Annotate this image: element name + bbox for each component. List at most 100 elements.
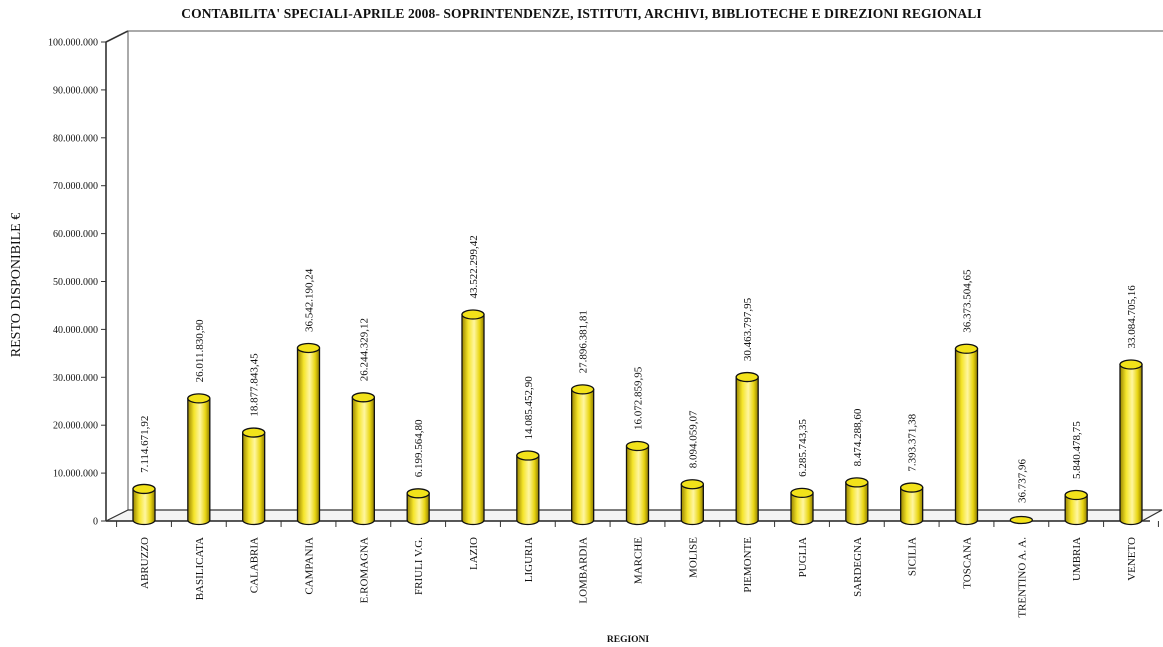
- data-label: 26.011.830,90: [194, 319, 206, 382]
- x-tick-label: ABRUZZO: [139, 537, 151, 589]
- data-label: 6.285.743,35: [797, 419, 809, 477]
- y-axis-line: [105, 30, 129, 521]
- bar-body: [296, 347, 321, 526]
- bar-body: [680, 483, 704, 526]
- y-tick-label: 80.000.000: [53, 133, 98, 144]
- data-label: 5.840.478,75: [1071, 421, 1083, 479]
- y-tick-label: 50.000.000: [53, 277, 98, 288]
- y-tick-label: 0: [93, 517, 98, 528]
- bar: [461, 309, 485, 526]
- bar: [132, 483, 156, 526]
- y-tick-label: 30.000.000: [53, 373, 98, 384]
- data-label: 36.373.504,65: [962, 269, 974, 333]
- bar-top: [1064, 489, 1088, 501]
- bar-body: [242, 431, 266, 526]
- bar-top: [1009, 515, 1033, 525]
- bar-top: [845, 477, 869, 488]
- x-tick-label: VENETO: [1126, 537, 1138, 581]
- x-tick-label: PUGLIA: [797, 537, 809, 577]
- x-tick-label: CALABRIA: [249, 537, 261, 593]
- bar-body: [351, 396, 375, 526]
- data-label: 43.522.299,42: [468, 235, 480, 298]
- bar-body: [406, 492, 430, 526]
- data-label: 36.542.190,24: [304, 268, 316, 332]
- bar: [242, 427, 266, 526]
- x-tick-label: BASILICATA: [194, 537, 206, 600]
- bar: [1064, 489, 1088, 526]
- bar-top: [625, 440, 650, 452]
- bar-top: [132, 483, 156, 495]
- bar-top: [461, 309, 485, 320]
- bar: [571, 384, 595, 526]
- x-tick-label: E.ROMAGNA: [358, 537, 370, 603]
- bar-top: [735, 371, 759, 383]
- data-label: 14.085.452,90: [523, 376, 535, 440]
- bar-top: [351, 392, 375, 403]
- x-tick-label: MOLISE: [687, 537, 699, 578]
- chart-title: CONTABILITA' SPECIALI-APRILE 2008- SOPRI…: [181, 6, 982, 21]
- bar-top: [571, 384, 595, 395]
- bar-top: [187, 393, 211, 404]
- x-tick-label: CAMPANIA: [304, 537, 316, 595]
- bar-top: [680, 479, 704, 490]
- data-label: 16.072.859,95: [633, 366, 645, 430]
- x-tick-label: LAZIO: [468, 537, 480, 570]
- bar-top: [1119, 359, 1143, 370]
- y-tick-label: 70.000.000: [53, 181, 98, 192]
- data-label: 30.463.797,95: [742, 297, 754, 361]
- data-label: 7.393.371,38: [907, 413, 919, 471]
- y-axis: 0 10.000.000 20.000.000 30.000.000 40.000.00…: [48, 38, 106, 528]
- bar-body: [1064, 494, 1088, 526]
- data-label: 18.877.843,45: [249, 353, 261, 417]
- bar-top: [406, 488, 430, 499]
- bar-top: [954, 343, 979, 354]
- bar: [680, 479, 704, 526]
- bar-body: [571, 388, 595, 526]
- bar-top: [900, 482, 924, 493]
- bar-body: [187, 397, 211, 526]
- data-label: 33.084.705,16: [1126, 285, 1138, 349]
- bar: [900, 482, 924, 526]
- bar: [790, 487, 814, 526]
- x-tick-label: UMBRIA: [1071, 537, 1083, 581]
- x-axis: ABRUZZO BASILICATA CALABRIA CAMPANIA E.ROMAG…: [116, 521, 1159, 618]
- bar-body: [954, 348, 979, 526]
- data-label: 7.114.671,92: [139, 416, 151, 473]
- y-tick-label: 10.000.000: [53, 469, 98, 480]
- x-tick-label: LOMBARDIA: [578, 537, 590, 604]
- bar-top: [242, 427, 266, 438]
- x-tick-label: TOSCANA: [962, 537, 974, 589]
- y-tick-label: 60.000.000: [53, 229, 98, 240]
- data-label: 27.896.381,81: [578, 310, 590, 373]
- y-axis-title: RESTO DISPONIBILE €: [9, 213, 24, 357]
- data-label: 8.474.288,60: [852, 408, 864, 466]
- x-tick-label: TRENTINO A. A.: [1016, 537, 1028, 618]
- bar-body: [625, 445, 650, 526]
- bar-top: [296, 342, 321, 354]
- bar: [296, 342, 321, 526]
- x-tick-label: SICILIA: [907, 537, 919, 576]
- y-tick-label: 90.000.000: [53, 85, 98, 96]
- bar-body: [461, 313, 485, 526]
- bar: [351, 392, 375, 526]
- y-tick-label: 20.000.000: [53, 421, 98, 432]
- x-tick-label: FRIULI V.G.: [413, 537, 425, 595]
- bar-body: [735, 376, 759, 526]
- bar-body: [790, 492, 814, 526]
- bar: [845, 477, 869, 526]
- data-label: 26.244.329,12: [358, 318, 370, 381]
- bar-body: [845, 481, 869, 526]
- bar-top: [790, 487, 814, 499]
- x-tick-label: PIEMONTE: [742, 537, 754, 593]
- x-tick-label: LIGURIA: [523, 537, 535, 582]
- x-tick-label: SARDEGNA: [852, 537, 864, 597]
- bar-body: [516, 454, 540, 526]
- bar-top: [516, 450, 540, 461]
- bar: [516, 450, 540, 526]
- bar: [735, 371, 759, 526]
- y-tick-label: 100.000.000: [48, 38, 98, 49]
- bar: [1119, 359, 1143, 526]
- data-label: 6.199.564,80: [413, 419, 425, 477]
- bar: [625, 440, 650, 526]
